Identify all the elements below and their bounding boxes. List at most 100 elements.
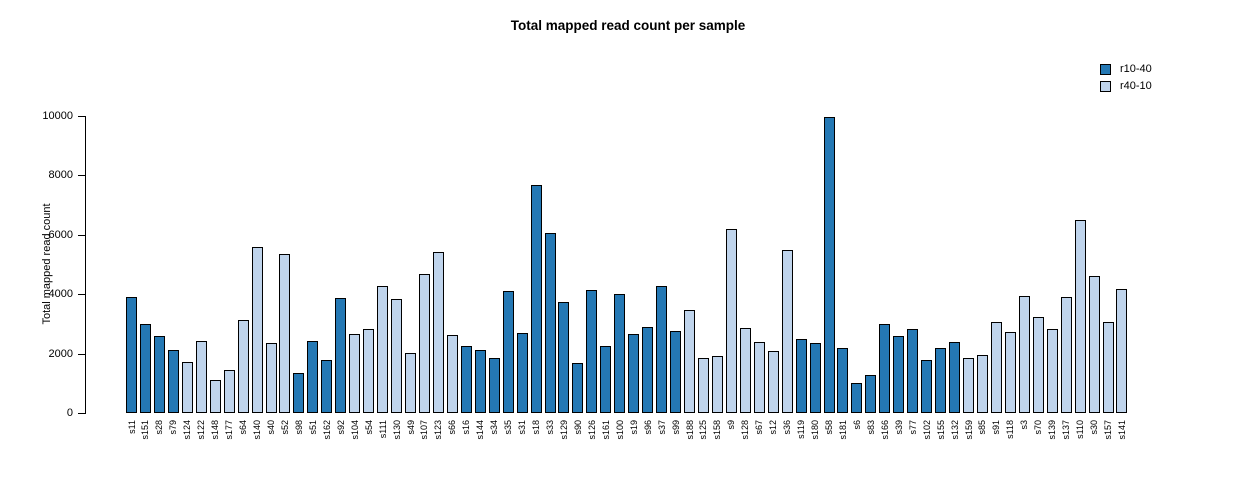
bar-s52 <box>279 254 291 413</box>
x-tick-label-s70: s70 <box>1033 420 1044 435</box>
x-tick-label-s39: s39 <box>893 420 904 435</box>
bar-s151 <box>139 323 151 413</box>
x-tick-label-s18: s18 <box>531 420 542 435</box>
x-tick-label-s96: s96 <box>642 420 653 435</box>
y-tick <box>78 294 85 296</box>
bar-s64 <box>237 320 249 413</box>
x-tick-label-s37: s37 <box>656 420 667 435</box>
bar-s51 <box>307 340 319 413</box>
x-tick-label-s102: s102 <box>921 420 932 440</box>
x-tick-label-s51: s51 <box>307 420 318 435</box>
legend-swatch-r40-10-icon <box>1100 81 1111 92</box>
x-tick-label-s144: s144 <box>475 420 486 440</box>
x-tick-label-s19: s19 <box>628 420 639 435</box>
bar-s99 <box>670 330 682 413</box>
x-tick-label-s6: s6 <box>851 420 862 430</box>
x-tick-label-s141: s141 <box>1116 420 1127 440</box>
bar-s118 <box>1004 332 1016 413</box>
x-tick-label-s128: s128 <box>740 420 751 440</box>
bar-s96 <box>642 327 654 413</box>
y-tick-label: 8000 <box>48 169 73 182</box>
bar-s166 <box>879 324 891 413</box>
x-tick-label-s9: s9 <box>726 420 737 430</box>
legend-entry-r40-10: r40-10 <box>1100 78 1152 95</box>
x-tick-label-s100: s100 <box>614 420 625 440</box>
bar-s129 <box>558 301 570 413</box>
y-tick <box>78 116 85 117</box>
x-tick-label-s28: s28 <box>154 420 165 435</box>
bar-s54 <box>363 329 375 413</box>
bar-s66 <box>446 334 458 413</box>
bar-s180 <box>809 343 821 413</box>
x-tick-label-s107: s107 <box>419 420 430 440</box>
bar-s36 <box>781 249 793 413</box>
bar-s3 <box>1018 295 1030 413</box>
x-tick-label-s77: s77 <box>907 420 918 435</box>
x-tick-label-s158: s158 <box>712 420 723 440</box>
bar-s31 <box>516 333 528 413</box>
x-tick-label-s66: s66 <box>447 420 458 435</box>
bar-s12 <box>767 350 779 413</box>
legend-label-r40-10: r40-10 <box>1120 80 1152 92</box>
legend-swatch-r10-40-icon <box>1100 64 1111 75</box>
x-tick-label-s119: s119 <box>796 420 807 439</box>
x-tick-label-s110: s110 <box>1075 420 1086 439</box>
y-tick <box>78 353 85 355</box>
bar-s9 <box>725 229 737 413</box>
bar-s140 <box>251 246 263 413</box>
bar-s49 <box>405 353 416 413</box>
x-tick-label-s31: s31 <box>517 420 528 435</box>
x-tick-label-s181: s181 <box>837 420 848 440</box>
bar-s92 <box>335 298 347 413</box>
x-tick-label-s111: s111 <box>377 420 388 439</box>
bar-s11 <box>126 297 137 413</box>
bar-s110 <box>1074 219 1086 413</box>
bar-s58 <box>823 117 835 413</box>
legend-label-r10-40: r10-40 <box>1120 63 1152 75</box>
x-tick-label-s161: s161 <box>600 420 611 440</box>
bar-s155 <box>935 348 947 413</box>
x-tick-label-s40: s40 <box>266 420 276 435</box>
bar-s67 <box>753 342 765 413</box>
bar-s91 <box>990 322 1002 413</box>
chart-title: Total mapped read count per sample <box>510 18 746 33</box>
bar-s132 <box>949 341 961 413</box>
y-tick-label: 2000 <box>48 347 73 360</box>
bar-s104 <box>349 334 361 413</box>
bar-s34 <box>488 358 500 413</box>
bar-s30 <box>1088 276 1100 413</box>
bar-s161 <box>600 345 612 413</box>
bar-s177 <box>223 369 235 413</box>
x-tick-label-s64: s64 <box>238 420 249 435</box>
bar-s79 <box>167 350 179 413</box>
bar-s157 <box>1102 322 1114 413</box>
bar-s126 <box>586 290 598 413</box>
bar-s123 <box>432 252 444 413</box>
bar-s85 <box>976 355 988 413</box>
x-tick-label-s12: s12 <box>768 420 779 435</box>
x-tick-label-s155: s155 <box>935 420 946 440</box>
y-axis-line <box>85 116 86 414</box>
bar-s125 <box>697 358 709 413</box>
bar-s77 <box>907 329 919 413</box>
x-tick-label-s157: s157 <box>1103 420 1113 440</box>
x-tick-label-s125: s125 <box>698 420 709 440</box>
bar-s124 <box>181 361 193 413</box>
bar-s98 <box>293 372 305 413</box>
y-tick <box>78 175 85 177</box>
bar-s37 <box>656 285 668 413</box>
y-tick <box>78 234 85 236</box>
bar-s18 <box>530 184 542 413</box>
bar-s122 <box>195 341 207 413</box>
x-tick-label-s91: s91 <box>991 420 1002 435</box>
x-tick-label-s35: s35 <box>503 420 514 435</box>
x-tick-label-s137: s137 <box>1061 420 1072 440</box>
bar-s39 <box>893 335 905 413</box>
x-tick-label-s36: s36 <box>782 420 793 435</box>
x-tick-label-s180: s180 <box>810 420 821 440</box>
x-tick-label-s166: s166 <box>879 420 890 440</box>
x-tick-label-s83: s83 <box>865 420 876 435</box>
bar-s28 <box>153 336 165 413</box>
bar-s139 <box>1046 329 1058 413</box>
